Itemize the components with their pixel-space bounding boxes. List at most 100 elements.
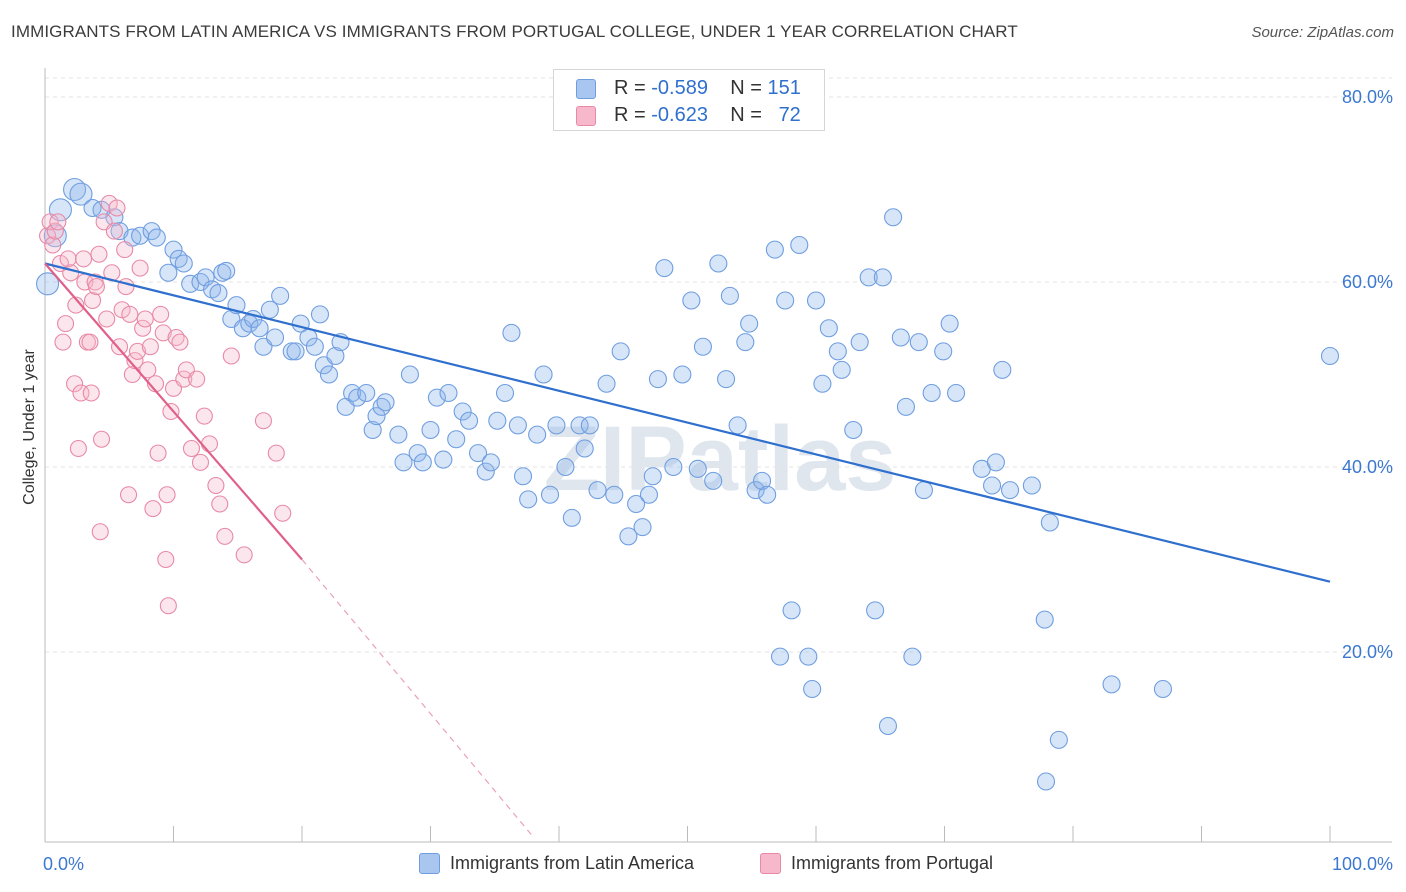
point-portugal bbox=[157, 550, 175, 569]
point-latin-america bbox=[982, 476, 1002, 495]
point-portugal bbox=[216, 527, 234, 545]
point-portugal bbox=[144, 500, 162, 518]
point-portugal bbox=[110, 338, 129, 356]
point-latin-america bbox=[903, 647, 922, 666]
point-latin-america bbox=[878, 716, 898, 736]
point-latin-america bbox=[502, 323, 521, 342]
point-portugal bbox=[154, 324, 172, 342]
point-latin-america bbox=[740, 314, 759, 333]
point-portugal bbox=[91, 523, 109, 541]
point-latin-america bbox=[147, 228, 166, 247]
point-latin-america bbox=[439, 383, 458, 403]
point-latin-america bbox=[844, 420, 863, 440]
point-latin-america bbox=[367, 407, 386, 426]
point-portugal bbox=[128, 342, 147, 360]
point-latin-america bbox=[597, 374, 616, 393]
point-portugal bbox=[108, 199, 126, 217]
y-tick-label: 40.0% bbox=[1342, 457, 1393, 477]
point-latin-america bbox=[682, 291, 701, 310]
point-latin-america bbox=[400, 365, 419, 384]
point-latin-america bbox=[468, 444, 488, 463]
point-portugal bbox=[67, 296, 85, 314]
point-portugal bbox=[188, 370, 206, 388]
point-portugal bbox=[81, 333, 99, 351]
point-latin-america bbox=[164, 240, 183, 259]
point-latin-america bbox=[575, 439, 594, 458]
point-latin-america bbox=[495, 383, 515, 403]
y-tick-label: 60.0% bbox=[1342, 272, 1393, 292]
point-latin-america bbox=[376, 393, 395, 412]
trend-line-latin-america bbox=[44, 262, 1331, 583]
point-portugal bbox=[44, 236, 62, 254]
point-portugal bbox=[57, 315, 75, 333]
point-latin-america bbox=[850, 333, 869, 352]
point-portugal bbox=[141, 338, 159, 356]
point-latin-america bbox=[310, 305, 330, 324]
bottom-legend-label-latin-america: Immigrants from Latin America bbox=[450, 853, 695, 873]
point-latin-america bbox=[1022, 476, 1041, 495]
point-portugal bbox=[158, 486, 176, 504]
legend-swatch-portugal bbox=[576, 106, 596, 126]
gridlines bbox=[45, 77, 1392, 653]
point-portugal bbox=[121, 305, 139, 323]
point-latin-america bbox=[947, 383, 966, 403]
point-latin-america bbox=[580, 416, 599, 435]
point-latin-america bbox=[914, 481, 933, 500]
point-latin-america bbox=[540, 485, 560, 504]
tick-labels: 20.0% 40.0% 60.0% 80.0% 0.0% 100.0% bbox=[43, 87, 1393, 874]
point-latin-america bbox=[922, 383, 941, 403]
point-latin-america bbox=[813, 374, 832, 393]
point-latin-america bbox=[250, 319, 269, 338]
point-latin-america bbox=[664, 457, 683, 477]
point-latin-america bbox=[633, 518, 652, 537]
point-portugal bbox=[267, 444, 285, 462]
point-latin-america bbox=[639, 485, 659, 504]
point-latin-america bbox=[282, 342, 301, 361]
point-portugal bbox=[235, 546, 253, 564]
y-axis-label-container: College, Under 1 year bbox=[18, 300, 42, 560]
point-latin-america bbox=[528, 425, 547, 444]
point-latin-america bbox=[819, 319, 838, 338]
point-latin-america bbox=[655, 259, 674, 278]
point-portugal bbox=[87, 278, 105, 296]
point-latin-america bbox=[770, 647, 790, 666]
point-latin-america bbox=[1153, 679, 1172, 699]
point-portugal bbox=[182, 439, 201, 458]
r-value: -0.589 bbox=[651, 77, 708, 99]
y-axis-label: College, Under 1 year bbox=[21, 349, 38, 505]
point-portugal bbox=[159, 597, 177, 615]
n-value: 72 bbox=[778, 104, 801, 126]
point-portugal bbox=[62, 264, 80, 282]
point-portugal bbox=[49, 213, 67, 231]
x-tick-label-min: 0.0% bbox=[43, 854, 84, 874]
point-latin-america bbox=[627, 494, 646, 514]
point-latin-america bbox=[866, 601, 885, 620]
legend-text-portugal: R = -0.623 N = 72 bbox=[614, 104, 801, 127]
point-portugal bbox=[222, 347, 240, 365]
point-latin-america bbox=[909, 333, 928, 352]
point-portugal bbox=[136, 310, 154, 328]
point-latin-america bbox=[720, 286, 739, 305]
point-latin-america bbox=[513, 467, 533, 486]
point-portugal bbox=[116, 241, 134, 259]
point-portugal bbox=[83, 291, 102, 310]
point-portugal bbox=[117, 278, 135, 296]
n-label: N = bbox=[730, 104, 762, 126]
point-latin-america bbox=[758, 485, 777, 504]
point-latin-america bbox=[1320, 346, 1340, 366]
point-latin-america bbox=[534, 365, 553, 384]
point-portugal bbox=[54, 333, 72, 351]
point-latin-america bbox=[556, 457, 575, 477]
r-label: R = bbox=[614, 104, 646, 126]
y-tick-label: 80.0% bbox=[1342, 87, 1393, 107]
point-latin-america bbox=[434, 450, 453, 469]
point-latin-america bbox=[1049, 730, 1068, 749]
point-latin-america bbox=[896, 397, 916, 416]
point-portugal bbox=[82, 384, 100, 402]
point-latin-america bbox=[891, 328, 910, 347]
point-latin-america bbox=[421, 420, 440, 440]
point-latin-america bbox=[159, 263, 178, 282]
point-latin-america bbox=[673, 365, 692, 384]
point-latin-america bbox=[217, 261, 236, 280]
